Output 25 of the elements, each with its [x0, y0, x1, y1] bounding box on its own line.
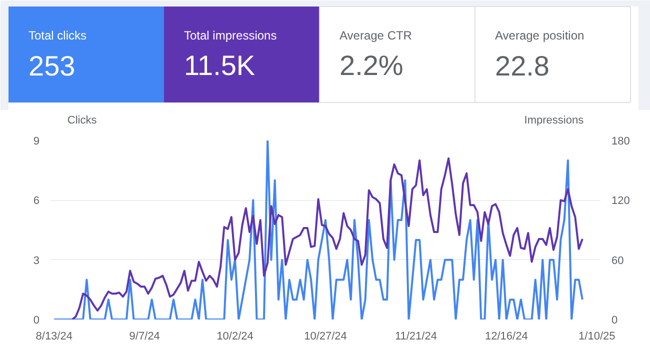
x-tick-label: 12/16/24 — [485, 330, 528, 342]
text: Average CTR — [340, 28, 412, 42]
text: 11.5K — [184, 50, 256, 81]
x-tick-label: 1/10/25 — [578, 330, 616, 342]
text: Total clicks — [28, 28, 87, 42]
text: Total impressions — [184, 28, 277, 42]
x-tick-label: 8/13/24 — [36, 330, 72, 342]
y2-axis-title: Impressions — [524, 114, 584, 126]
x-tick-label: 9/7/24 — [129, 330, 160, 342]
text: 2.2% — [340, 50, 404, 81]
y2-tick-label: 120 — [612, 195, 630, 208]
y-tick-label: 0 — [33, 314, 40, 326]
y-axis-title: Clicks — [67, 114, 98, 126]
text: 253 — [28, 50, 76, 82]
text: Average position — [495, 28, 584, 42]
y2-tick-label: 0 — [612, 314, 618, 326]
y-tick-label: 3 — [33, 254, 40, 267]
y-tick-label: 6 — [33, 195, 40, 208]
text: 22.8 — [495, 50, 550, 82]
y2-tick-label: 180 — [612, 136, 630, 148]
y-tick-label: 9 — [33, 136, 40, 148]
y2-tick-label: 60 — [612, 254, 624, 267]
x-tick-label: 10/27/24 — [304, 330, 347, 342]
x-tick-label: 10/2/24 — [216, 330, 254, 342]
x-tick-label: 11/21/24 — [394, 330, 437, 342]
